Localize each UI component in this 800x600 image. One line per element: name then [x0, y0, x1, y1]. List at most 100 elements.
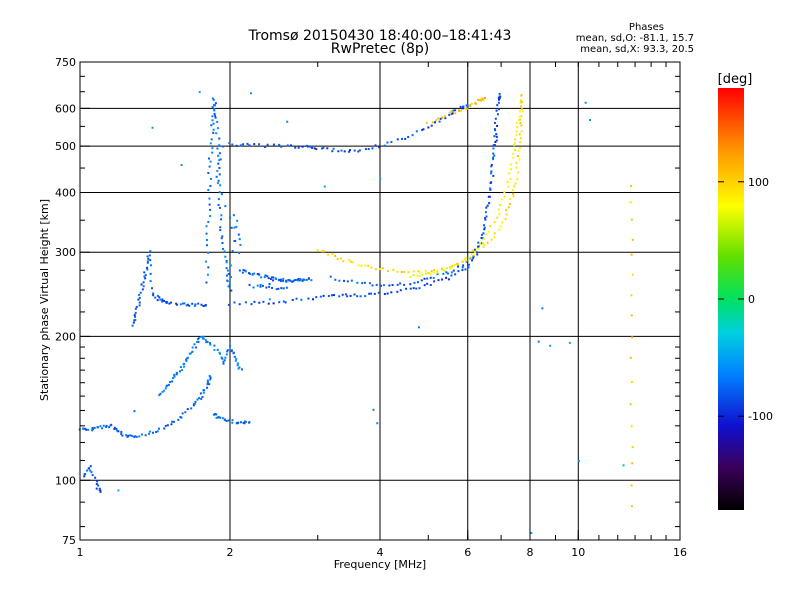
data-point	[217, 415, 220, 418]
data-point	[253, 143, 256, 146]
data-point	[229, 344, 232, 347]
data-point	[266, 143, 269, 146]
data-point	[214, 102, 217, 105]
data-point	[520, 99, 523, 102]
data-point	[148, 254, 151, 257]
data-point	[201, 396, 204, 399]
data-point	[372, 408, 375, 411]
data-point	[188, 352, 191, 355]
data-point	[250, 303, 253, 306]
data-point	[235, 144, 238, 147]
colorbar-label: [deg]	[718, 72, 753, 87]
data-point	[490, 172, 493, 175]
data-point	[584, 101, 587, 104]
trace-F-base-O	[227, 92, 502, 306]
data-point	[301, 145, 304, 148]
data-point	[436, 269, 439, 272]
data-point	[246, 142, 249, 145]
data-point	[213, 109, 216, 112]
data-point	[373, 292, 376, 295]
data-point	[236, 362, 239, 365]
data-point	[216, 127, 219, 130]
data-point	[209, 184, 212, 187]
data-point	[227, 419, 230, 422]
data-point	[367, 264, 370, 267]
data-point	[140, 433, 143, 436]
data-point	[280, 287, 283, 290]
data-point	[374, 144, 377, 147]
data-point	[456, 262, 459, 265]
data-point	[521, 110, 524, 113]
data-point	[432, 276, 435, 279]
data-point	[221, 357, 224, 360]
data-point	[230, 289, 233, 292]
data-point	[382, 284, 385, 287]
data-point	[94, 476, 97, 479]
data-point	[417, 270, 420, 273]
data-point	[297, 278, 300, 281]
data-point	[492, 144, 495, 147]
data-point	[334, 254, 337, 257]
trace-noise	[117, 91, 625, 535]
data-point	[496, 104, 499, 107]
data-point	[203, 389, 206, 392]
data-point	[117, 489, 120, 492]
data-point	[356, 295, 359, 298]
data-point	[213, 112, 216, 115]
data-point	[216, 120, 219, 123]
data-point	[280, 278, 283, 281]
data-point	[422, 128, 425, 131]
data-point	[220, 237, 223, 240]
data-point	[341, 293, 344, 296]
data-point	[197, 302, 200, 305]
data-point	[96, 480, 99, 483]
data-point	[198, 91, 201, 94]
data-point	[227, 303, 230, 306]
data-point	[146, 260, 149, 263]
data-point	[209, 343, 212, 346]
data-point	[396, 283, 399, 286]
data-point	[484, 218, 487, 221]
data-point	[521, 108, 524, 111]
data-point	[218, 191, 221, 194]
data-point	[256, 273, 259, 276]
data-point	[158, 394, 161, 397]
data-point	[515, 166, 518, 169]
data-point	[222, 362, 225, 365]
data-point	[337, 150, 340, 153]
data-point	[194, 303, 197, 306]
data-point	[175, 302, 178, 305]
data-point	[351, 261, 354, 264]
data-point	[334, 278, 337, 281]
data-point	[416, 281, 419, 284]
data-point	[493, 221, 496, 224]
data-point	[448, 113, 451, 116]
data-point	[480, 233, 483, 236]
data-point	[512, 189, 515, 192]
data-point	[330, 294, 333, 297]
data-point	[437, 279, 440, 282]
data-point	[168, 302, 171, 305]
data-point	[514, 149, 517, 152]
data-point	[213, 348, 216, 351]
data-point	[390, 291, 393, 294]
data-point	[493, 232, 496, 235]
data-point	[282, 279, 285, 282]
data-point	[206, 340, 209, 343]
data-point	[83, 475, 86, 478]
data-point	[441, 278, 444, 281]
data-point	[520, 124, 523, 127]
data-point	[235, 357, 238, 360]
data-point	[357, 264, 360, 267]
data-point	[196, 398, 199, 401]
data-point	[146, 255, 149, 258]
data-point	[244, 420, 247, 423]
data-point	[630, 380, 633, 383]
data-point	[191, 346, 194, 349]
data-point	[631, 336, 634, 339]
data-point	[218, 144, 221, 147]
data-point	[483, 226, 486, 229]
data-point	[85, 428, 88, 431]
data-point	[231, 419, 234, 422]
data-point	[188, 304, 191, 307]
